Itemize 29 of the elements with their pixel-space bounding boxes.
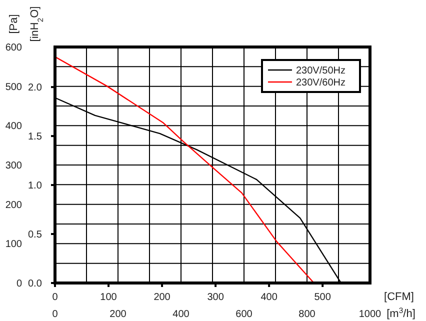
legend-label: 230V/60Hz bbox=[296, 78, 346, 88]
legend-label: 230V/50Hz bbox=[296, 66, 346, 76]
x-tick-label: 800 bbox=[298, 309, 316, 320]
x2-tick-label: 200 bbox=[154, 292, 171, 303]
x-tick-label: 600 bbox=[236, 309, 253, 320]
x2-tick-label: 0 bbox=[52, 292, 58, 303]
y-tick-label: 400 bbox=[5, 121, 22, 132]
y2-tick-label: 1.5 bbox=[28, 132, 42, 143]
y2-tick-label: 0.5 bbox=[28, 230, 42, 241]
y-tick-label: 100 bbox=[5, 239, 22, 250]
x-tick-label: 400 bbox=[172, 309, 190, 320]
x2-tick-label: 500 bbox=[314, 292, 332, 303]
y-tick-label: 300 bbox=[5, 160, 22, 172]
x2-tick-label: 300 bbox=[207, 292, 224, 303]
x-tick-label: 200 bbox=[110, 309, 127, 320]
x-axis-title: [m$^{3}$/h] bbox=[386, 306, 416, 320]
x-tick-label: 1000 bbox=[358, 309, 382, 320]
y-tick-label: 200 bbox=[5, 200, 22, 211]
x2-tick-label: 400 bbox=[260, 292, 278, 303]
x-tick-label: 0 bbox=[52, 309, 58, 320]
y2-tick-label: 1.0 bbox=[28, 180, 42, 192]
x2-tick-label: 100 bbox=[100, 292, 118, 303]
y-tick-label: 0 bbox=[16, 278, 22, 290]
y-tick-label: 600 bbox=[5, 42, 22, 54]
y-axis-title: [Pa] bbox=[8, 14, 20, 34]
y2-tick-label: 0.0 bbox=[28, 278, 42, 290]
y2-tick-label: 2.0 bbox=[28, 82, 42, 94]
x2-axis-title: [CFM] bbox=[384, 291, 414, 303]
y-tick-label: 500 bbox=[5, 82, 22, 93]
